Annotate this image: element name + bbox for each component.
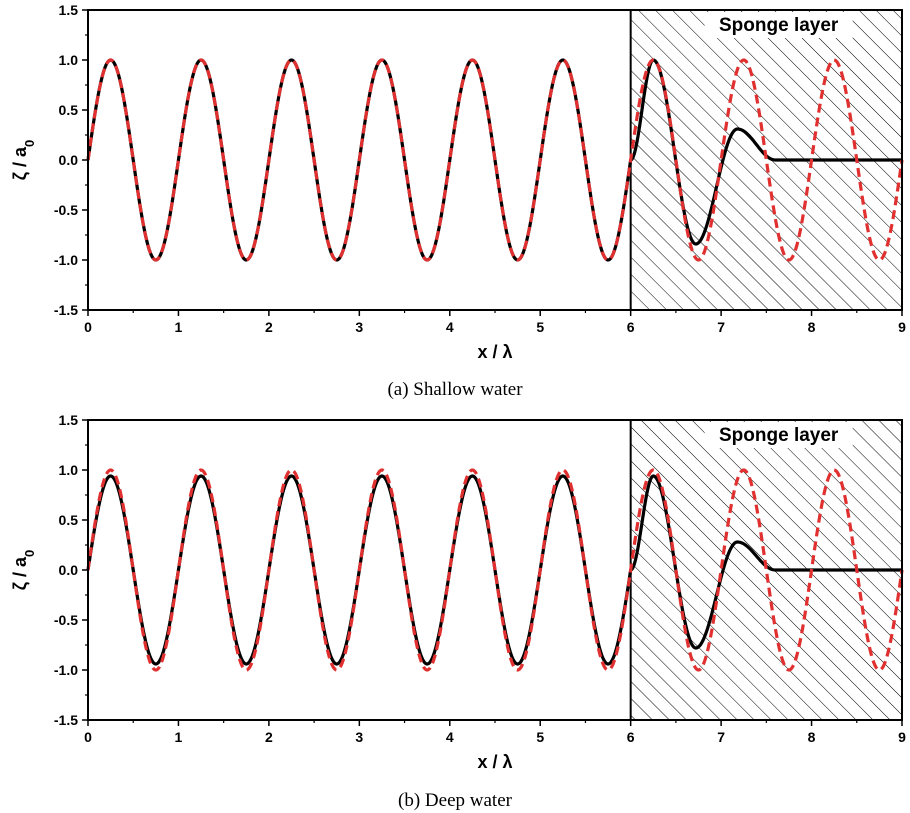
x-tick-label: 1	[175, 729, 183, 745]
sponge-layer-label-bg	[704, 422, 853, 448]
x-tick-label: 9	[898, 729, 906, 745]
y-tick-label: 1.0	[59, 462, 79, 478]
panel-shallow-water: Sponge layer 0 1 2 3 4 5 6 7 8 9 1.5 1.0 0.5 0.0 -0.5 -1…	[10, 2, 906, 400]
x-tick-label: 6	[627, 319, 635, 335]
y-tick-label: -1.5	[54, 302, 78, 318]
y-tick-label: 0.5	[59, 512, 79, 528]
y-axis-title: ζ / a0	[10, 140, 37, 181]
x-tick-label: 4	[446, 729, 454, 745]
x-tick-label: 5	[536, 319, 544, 335]
y-tick-label: 1.5	[59, 412, 79, 428]
x-tick-label: 1	[175, 319, 183, 335]
y-tick-label: -0.5	[54, 612, 78, 628]
panel-caption: (b) Deep water	[398, 790, 513, 811]
x-tick-label: 7	[717, 319, 725, 335]
x-tick-label: 2	[265, 319, 273, 335]
x-tick-label: 0	[84, 319, 92, 335]
y-tick-label: -1.0	[54, 662, 78, 678]
y-tick-label: 0.5	[59, 102, 79, 118]
sponge-layer-label: Sponge layer	[719, 425, 839, 446]
y-tick-label: -1.0	[54, 252, 78, 268]
y-tick-label: 1.0	[59, 52, 79, 68]
panel-caption: (a) Shallow water	[387, 379, 523, 400]
y-tick-label: 0.0	[59, 562, 79, 578]
sponge-layer-label-bg	[704, 12, 853, 38]
x-axis-title: x / λ	[477, 342, 512, 362]
x-tick-label: 2	[265, 729, 273, 745]
panel-deep-water: Sponge layer 0 1 2 3 4 5 6 7 8 9 1.5 1.0 0.5 0.0 -0.5 -1…	[10, 412, 906, 811]
x-tick-label: 0	[84, 729, 92, 745]
x-tick-label: 7	[717, 729, 725, 745]
dashed-series-line	[86, 468, 904, 672]
y-axis-title: ζ / a0	[10, 550, 37, 591]
x-tick-label: 8	[808, 319, 816, 335]
y-tick-label: -0.5	[54, 202, 78, 218]
x-tick-label: 3	[355, 729, 363, 745]
x-tick-label: 3	[355, 319, 363, 335]
y-tick-label: -1.5	[54, 712, 78, 728]
x-tick-label: 8	[808, 729, 816, 745]
y-tick-label: 1.5	[59, 2, 79, 18]
x-tick-label: 9	[898, 319, 906, 335]
x-tick-label: 6	[627, 729, 635, 745]
sponge-layer-label: Sponge layer	[719, 15, 839, 36]
dashed-series-line	[86, 58, 904, 262]
x-tick-label: 4	[446, 319, 454, 335]
y-tick-label: 0.0	[59, 152, 79, 168]
x-tick-label: 5	[536, 729, 544, 745]
x-axis-title: x / λ	[477, 752, 512, 772]
